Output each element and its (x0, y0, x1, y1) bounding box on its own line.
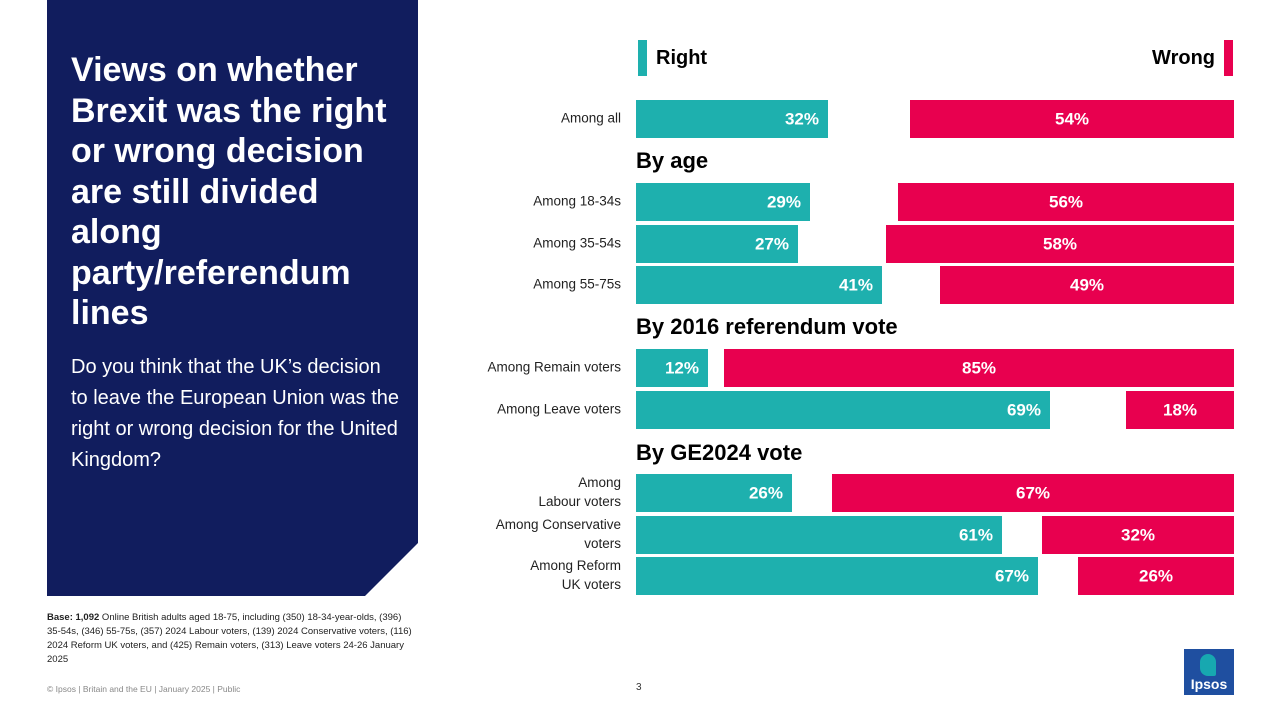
bar-right (636, 391, 1050, 429)
bar-wrong (832, 474, 1234, 512)
category-label: voters (584, 536, 621, 551)
bar-right (636, 474, 792, 512)
survey-question: Do you think that the UK’s decision to l… (71, 356, 399, 471)
legend-wrong-swatch (1224, 40, 1233, 76)
value-label-wrong: 58% (1043, 234, 1077, 253)
logo-text: Ipsos (1190, 676, 1228, 692)
value-label-wrong: 32% (1121, 525, 1155, 544)
base-note: Base: 1,092 Online British adults aged 1… (47, 611, 417, 667)
bar-wrong (910, 100, 1234, 138)
bar-right (636, 183, 810, 221)
bar-wrong (898, 183, 1234, 221)
value-label-wrong: 18% (1163, 400, 1197, 419)
bar-right (636, 100, 828, 138)
page-number: 3 (636, 682, 642, 693)
value-label-right: 12% (665, 358, 699, 377)
value-label-right: 41% (839, 275, 873, 294)
bar-right (636, 266, 882, 304)
bar-wrong (1042, 516, 1234, 554)
footer-text: © Ipsos | Britain and the EU | January 2… (47, 684, 241, 694)
bar-wrong (724, 349, 1234, 387)
title-panel (47, 0, 418, 596)
value-label-right: 69% (1007, 400, 1041, 419)
value-label-wrong: 56% (1049, 192, 1083, 211)
ipsos-logo: Ipsos (1184, 649, 1234, 695)
group-heading: By GE2024 vote (636, 440, 802, 465)
bar-right (636, 557, 1038, 595)
legend-right-swatch (638, 40, 647, 76)
category-label: Labour voters (538, 494, 621, 509)
category-label: Among Remain voters (487, 360, 621, 375)
category-label: UK voters (562, 577, 622, 592)
base-note-text: Online British adults aged 18-75, includ… (47, 612, 412, 665)
value-label-right: 61% (959, 525, 993, 544)
diverging-bar-chart: 32% 54% Among all By age 29% 56% Among 18-34s 2… (487, 100, 1234, 595)
category-label: Among 18-34s (533, 194, 621, 209)
group-heading: By age (636, 148, 708, 173)
base-note-label: Base: 1,092 (47, 612, 100, 623)
value-label-right: 27% (755, 234, 789, 253)
value-label-right: 67% (995, 566, 1029, 585)
bar-right (636, 349, 708, 387)
value-label-wrong: 85% (962, 358, 996, 377)
value-label-wrong: 26% (1139, 566, 1173, 585)
bar-wrong (940, 266, 1234, 304)
value-label-right: 26% (749, 483, 783, 502)
category-label: Among (578, 475, 621, 490)
value-label-wrong: 49% (1070, 275, 1104, 294)
value-label-wrong: 54% (1055, 109, 1089, 128)
category-label: Among Conservative (496, 517, 621, 532)
legend-right-label: Right (656, 47, 708, 69)
value-label-wrong: 67% (1016, 483, 1050, 502)
category-label: Among all (561, 111, 621, 126)
value-label-right: 29% (767, 192, 801, 211)
value-label-right: 32% (785, 109, 819, 128)
logo-mark-icon (1200, 654, 1216, 676)
category-label: Among 55-75s (533, 277, 621, 292)
page-title: Views on whether Brexit was the right or… (71, 51, 387, 332)
category-label: Among Reform (530, 558, 621, 573)
category-label: Among Leave voters (497, 402, 621, 417)
category-label: Among 35-54s (533, 236, 621, 251)
bar-right (636, 516, 1002, 554)
bar-wrong (886, 225, 1234, 263)
legend-wrong-label: Wrong (1152, 47, 1215, 69)
bar-wrong (1126, 391, 1234, 429)
bar-wrong (1078, 557, 1234, 595)
group-heading: By 2016 referendum vote (636, 314, 898, 339)
bar-right (636, 225, 798, 263)
